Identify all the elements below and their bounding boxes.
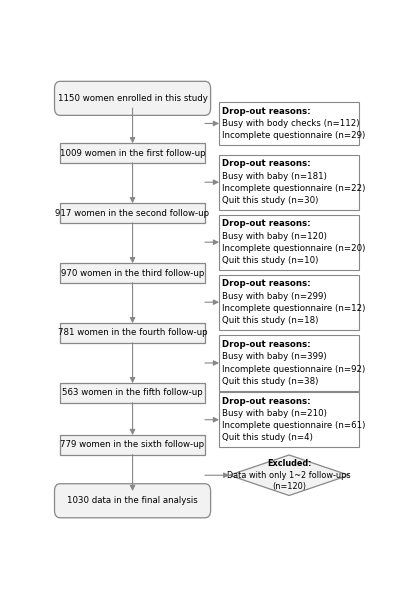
- Text: Quit this study (n=4): Quit this study (n=4): [221, 433, 312, 442]
- Text: Busy with body checks (n=112): Busy with body checks (n=112): [221, 119, 358, 128]
- FancyBboxPatch shape: [219, 215, 358, 270]
- Text: Incomplete questionnaire (n=61): Incomplete questionnaire (n=61): [221, 421, 364, 430]
- Text: Data with only 1~2 follow-ups: Data with only 1~2 follow-ups: [227, 471, 350, 480]
- Text: Quit this study (n=30): Quit this study (n=30): [221, 196, 317, 205]
- Text: 779 women in the sixth follow-up: 779 women in the sixth follow-up: [60, 440, 204, 449]
- Text: Quit this study (n=10): Quit this study (n=10): [221, 256, 317, 265]
- FancyBboxPatch shape: [219, 102, 358, 145]
- Text: 1030 data in the final analysis: 1030 data in the final analysis: [67, 496, 198, 505]
- Text: Incomplete questionnaire (n=12): Incomplete questionnaire (n=12): [221, 304, 364, 313]
- Text: Quit this study (n=18): Quit this study (n=18): [221, 316, 317, 325]
- Text: Drop-out reasons:: Drop-out reasons:: [221, 280, 309, 289]
- Text: 563 women in the fifth follow-up: 563 women in the fifth follow-up: [62, 388, 202, 397]
- Text: Incomplete questionnaire (n=92): Incomplete questionnaire (n=92): [221, 365, 364, 374]
- FancyBboxPatch shape: [60, 143, 205, 163]
- Polygon shape: [229, 455, 348, 496]
- FancyBboxPatch shape: [219, 392, 358, 447]
- FancyBboxPatch shape: [60, 203, 205, 223]
- FancyBboxPatch shape: [60, 435, 205, 455]
- Text: Drop-out reasons:: Drop-out reasons:: [221, 160, 309, 169]
- Text: Drop-out reasons:: Drop-out reasons:: [221, 397, 309, 406]
- FancyBboxPatch shape: [219, 275, 358, 330]
- Text: 781 women in the fourth follow-up: 781 women in the fourth follow-up: [58, 328, 207, 337]
- FancyBboxPatch shape: [219, 155, 358, 210]
- FancyBboxPatch shape: [219, 335, 358, 391]
- Text: Quit this study (n=38): Quit this study (n=38): [221, 377, 317, 386]
- FancyBboxPatch shape: [60, 383, 205, 403]
- Text: (n=120): (n=120): [271, 482, 305, 491]
- FancyBboxPatch shape: [54, 484, 210, 518]
- FancyBboxPatch shape: [54, 82, 210, 115]
- Text: 917 women in the second follow-up: 917 women in the second follow-up: [55, 209, 209, 218]
- Text: Busy with baby (n=210): Busy with baby (n=210): [221, 409, 326, 418]
- Text: Excluded:: Excluded:: [266, 460, 311, 469]
- FancyBboxPatch shape: [60, 323, 205, 343]
- Text: Busy with baby (n=120): Busy with baby (n=120): [221, 232, 326, 241]
- Text: Busy with baby (n=399): Busy with baby (n=399): [221, 352, 326, 361]
- Text: Busy with baby (n=181): Busy with baby (n=181): [221, 172, 326, 181]
- Text: Incomplete questionnaire (n=20): Incomplete questionnaire (n=20): [221, 244, 364, 253]
- Text: Drop-out reasons:: Drop-out reasons:: [221, 340, 309, 349]
- Text: 1150 women enrolled in this study: 1150 women enrolled in this study: [58, 94, 207, 103]
- Text: 1009 women in the first follow-up: 1009 women in the first follow-up: [60, 149, 205, 158]
- Text: Drop-out reasons:: Drop-out reasons:: [221, 107, 309, 116]
- Text: Busy with baby (n=299): Busy with baby (n=299): [221, 292, 326, 301]
- Text: 970 women in the third follow-up: 970 women in the third follow-up: [61, 269, 204, 278]
- Text: Incomplete questionnaire (n=29): Incomplete questionnaire (n=29): [221, 131, 364, 140]
- FancyBboxPatch shape: [60, 263, 205, 283]
- Text: Drop-out reasons:: Drop-out reasons:: [221, 220, 309, 229]
- Text: Incomplete questionnaire (n=22): Incomplete questionnaire (n=22): [221, 184, 364, 193]
